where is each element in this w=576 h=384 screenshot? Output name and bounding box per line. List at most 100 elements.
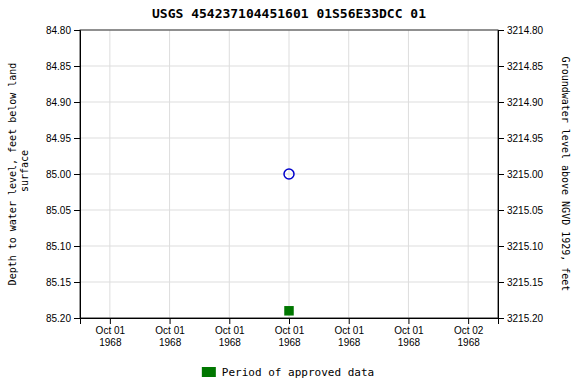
y-tick-label: 85.15 [46,277,71,288]
axis-line [81,319,499,325]
y-axis: 84.80 84.85 84.90 84.95 85.00 85.05 85.10 85.15… [46,25,81,324]
y-tick-mark [74,318,80,319]
x-tick: Oct 011968 [155,318,185,348]
y-tick: 85.00 [46,169,80,180]
y2-axis: 3215.20 3215.15 3215.10 3215.05 3215.00 3214.… [498,25,544,324]
x-tick: Oct 011968 [275,318,305,348]
x-tick: Oct 011968 [215,318,245,348]
y2-tick: 3214.95 [498,133,544,144]
y2-tick: 3215.10 [498,241,544,252]
y2-tick-mark [498,138,504,139]
y-axis-label: Depth to water level, feet below land su… [7,63,30,286]
grid-line [289,30,290,318]
y2-tick-label: 3214.80 [507,25,544,36]
x-tick-label: Oct 011968 [275,325,305,348]
y2-tick-label: 3215.20 [507,313,544,324]
grid-line [169,30,170,318]
y-tick: 85.10 [46,241,80,252]
legend: Period of approved data [202,366,374,379]
x-tick-mark [408,318,409,324]
point [285,307,293,315]
y-tick-label: 84.80 [46,25,71,36]
y-tick-label: 85.10 [46,241,71,252]
plot-frame [80,30,498,318]
title: USGS 454237104451601 01S56E33DCC 01 [152,6,426,21]
y2-tick-label: 3215.00 [507,169,544,180]
y2-tick-mark [498,66,504,67]
x-tick-mark [170,318,171,324]
y-tick-label: 85.00 [46,169,71,180]
y-tick-mark [74,138,80,139]
y-tick-mark [74,174,80,175]
y-tick: 84.95 [46,133,80,144]
x-tick: Oct 011968 [394,318,424,348]
y2-tick-mark [498,30,504,31]
y2-axis-label: Groundwater level above NGVD 1929, feet [560,57,571,292]
x-tick: Oct 011968 [96,318,126,348]
y2-tick-label: 3215.05 [507,205,544,216]
axis-line [499,31,505,319]
x-tick-mark [110,318,111,324]
grid-line [348,30,349,318]
y2-tick: 3215.15 [498,277,544,288]
y2-tick-label: 3215.10 [507,241,544,252]
y-tick-mark [74,210,80,211]
y-tick: 84.85 [46,61,80,72]
y-tick-mark [74,66,80,67]
y-tick: 84.90 [46,97,80,108]
x-tick-label: Oct 011968 [215,325,245,348]
y2-tick: 3215.05 [498,205,544,216]
y2-tick-label: 3214.90 [507,97,544,108]
y-tick-label: 84.85 [46,61,71,72]
point [284,169,294,179]
chart: 84.80 84.85 84.90 84.95 85.00 85.05 85.10 85.15… [0,0,576,384]
x-tick: Oct 021968 [454,318,484,348]
y-tick-mark [74,246,80,247]
y-tick-label: 84.95 [46,133,71,144]
y2-tick-label: 3214.95 [507,133,544,144]
y2-tick-mark [498,174,504,175]
y-tick-mark [74,30,80,31]
y-tick-mark [74,282,80,283]
legend-item: Period of approved data [202,366,374,379]
y2-tick-mark [498,246,504,247]
y-tick-label: 85.05 [46,205,71,216]
marks [284,169,294,315]
y-tick-mark [74,102,80,103]
plot-area: 84.80 84.85 84.90 84.95 85.00 85.05 85.10 85.15… [46,25,544,348]
legend-label: Period of approved data [222,366,374,379]
x-tick-label: Oct 011968 [394,325,424,348]
y-tick: 85.15 [46,277,80,288]
grid-line [408,30,409,318]
y2-tick-label: 3214.85 [507,61,544,72]
x-axis: Oct 011968 Oct 011968 Oct 011968 Oct 011968… [81,318,499,348]
x-tick-mark [229,318,230,324]
y-tick: 84.80 [46,25,80,36]
grid [80,30,498,318]
y2-tick: 3214.80 [498,25,544,36]
x-tick-label: Oct 011968 [96,325,126,348]
x-tick-label: Oct 011968 [334,325,364,348]
x-tick-mark [289,318,290,324]
x-tick-label: Oct 021968 [454,325,484,348]
grid-line [229,30,230,318]
x-tick: Oct 011968 [334,318,364,348]
y-tick-label: 84.90 [46,97,71,108]
grid-line [468,30,469,318]
y-tick-label: 85.20 [46,313,71,324]
y2-tick: 3215.00 [498,169,544,180]
axis-line [74,31,81,319]
x-tick-label: Oct 011968 [155,325,185,348]
y2-tick-mark [498,210,504,211]
y-tick: 85.05 [46,205,80,216]
x-tick-mark [468,318,469,324]
x-tick-mark [349,318,350,324]
y2-tick: 3215.20 [498,313,544,324]
y2-tick-label: 3215.15 [507,277,544,288]
y2-tick-mark [498,102,504,103]
y-tick: 85.20 [46,313,80,324]
y2-tick: 3214.90 [498,97,544,108]
grid-line [109,30,110,318]
y2-tick-mark [498,282,504,283]
legend-swatch [202,367,216,377]
